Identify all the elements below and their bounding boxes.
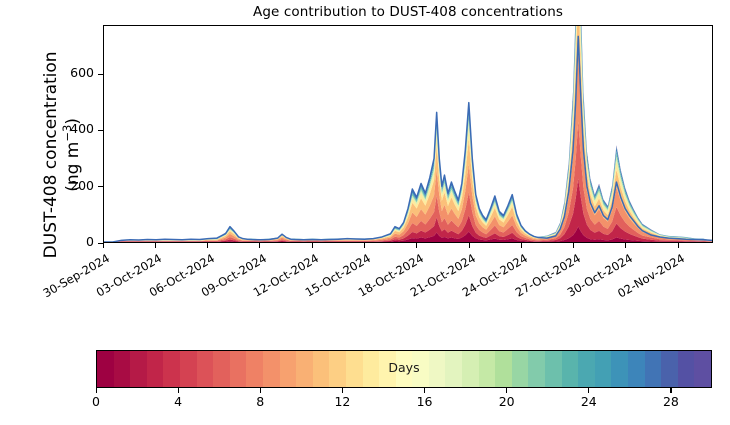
x-axis-tick [259,243,261,248]
plot-area [103,25,713,243]
colorbar-segment [412,351,429,387]
colorbar-tick [424,388,426,393]
colorbar-segment [229,351,247,387]
colorbar-segment [163,351,180,387]
colorbar-segment [661,351,678,387]
x-axis-tick [416,243,418,248]
y-axis-tick [98,186,103,188]
colorbar-segment [312,351,330,387]
colorbar-tick-label: 4 [174,394,183,409]
y-axis-tick [98,242,103,244]
colorbar-segment [262,351,280,387]
y-axis-tick-label: 600 [70,65,94,81]
colorbar-tick-label: 16 [416,394,433,409]
colorbar-segment [462,351,479,387]
colorbar-segment [628,351,645,387]
colorbar-segment [545,351,562,387]
colorbar-segment [279,351,297,387]
y-axis-tick-label: 0 [86,234,94,249]
colorbar-segment [296,351,313,387]
colorbar-tick-label: 12 [334,394,351,409]
stacked-area-plot [104,26,712,242]
colorbar-tick-label: 0 [92,394,100,409]
colorbar-tick [177,388,179,393]
colorbar-segment [445,351,463,387]
colorbar-segment [594,351,612,387]
x-axis-tick [311,243,313,248]
colorbar-segment [246,351,263,387]
colorbar-segment [511,351,529,387]
colorbar-segment [196,351,214,387]
colorbar-segment [213,351,230,387]
colorbar-segment [179,351,197,387]
x-axis-tick [520,243,522,248]
colorbar-tick [506,388,508,393]
colorbar-segment [113,351,131,387]
colorbar-tick-label: 24 [580,394,597,409]
colorbar-tick [588,388,590,393]
colorbar-segment [395,351,413,387]
colorbar-tick [670,388,672,393]
colorbar-segment [97,351,114,387]
colorbar-tick [259,388,261,393]
x-axis-tick [207,243,209,248]
colorbar-segment [611,351,628,387]
x-axis-tick [625,243,627,248]
colorbar-segment [561,351,579,387]
colorbar-segment [130,351,147,387]
colorbar-segment [345,351,363,387]
y-axis-label-line2: (ng m−3) [60,117,83,192]
colorbar-segment [495,351,512,387]
colorbar-segment [428,351,446,387]
y-axis-tick [98,73,103,75]
x-axis-tick [363,243,366,248]
colorbar-segment [694,351,711,387]
colorbar-segment [578,351,595,387]
x-axis-tick [468,243,470,248]
colorbar-segment [644,351,662,387]
colorbar-segment [379,351,396,387]
x-axis-tick [573,243,575,248]
y-axis-label-line1: DUST-408 concentration [41,51,62,259]
y-axis-tick-label: 200 [70,177,94,193]
y-axis-tick [98,129,103,132]
colorbar-segment [362,351,380,387]
colorbar-tick [341,388,343,393]
x-axis-tick [102,243,104,248]
total-concentration-line [104,36,712,242]
y-axis-tick-label: 400 [70,121,94,137]
x-axis-tick [677,243,679,248]
colorbar-segment [528,351,546,387]
colorbar-tick-label: 28 [662,394,679,409]
x-axis-tick [154,243,156,248]
colorbar-tick-label: 8 [256,394,265,409]
colorbar[interactable] [96,350,712,388]
colorbar-tick [95,388,97,393]
chart-title: Age contribution to DUST-408 concentrati… [253,4,563,20]
colorbar-segment [677,351,695,387]
colorbar-tick-label: 20 [498,394,515,409]
colorbar-segment [329,351,346,387]
colorbar-segment [146,351,164,387]
colorbar-segment [478,351,496,387]
y-axis-label: DUST-408 concentration (ng m−3) [41,5,83,305]
